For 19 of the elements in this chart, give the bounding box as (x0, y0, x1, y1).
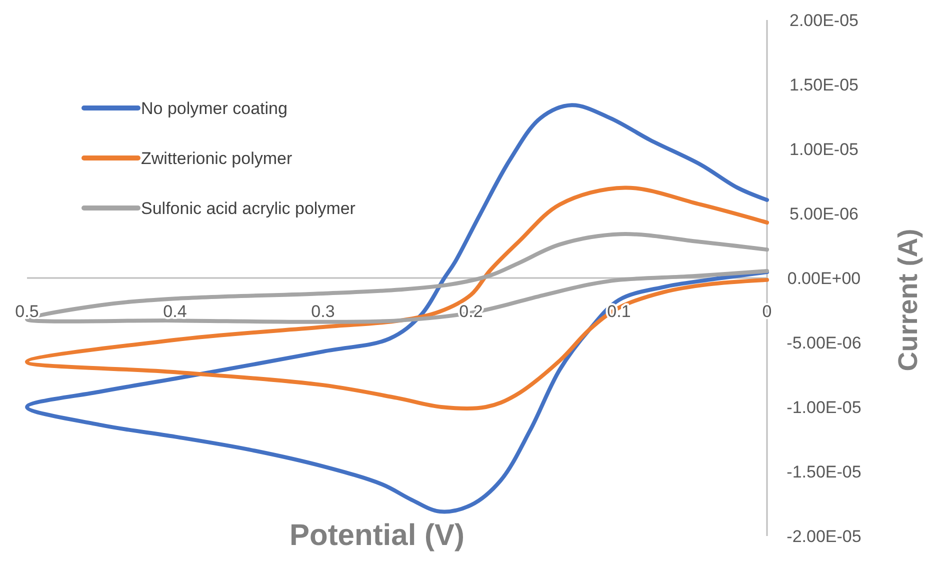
legend-label: No polymer coating (141, 99, 288, 118)
x-tick-label: 0.5 (15, 302, 39, 321)
y-axis-title: Current (A) (893, 228, 923, 372)
x-axis-title: Potential (V) (289, 519, 465, 552)
y-tick-label: 2.00E-05 (790, 11, 858, 30)
x-tick-label: 0.2 (459, 302, 483, 321)
y-tick-label: 1.00E-05 (790, 140, 858, 159)
y-tick-label: 5.00E-06 (790, 204, 858, 224)
x-tick-label: 0.4 (163, 302, 187, 321)
legend-label: Sulfonic acid acrylic polymer (141, 199, 356, 218)
y-tick-label: -5.00E-06 (786, 334, 862, 352)
y-tick-label: 1.50E-05 (790, 76, 858, 94)
x-tick-label: 0 (762, 302, 772, 321)
y-tick-label: -2.00E-05 (786, 527, 862, 546)
y-tick-label: -1.50E-05 (786, 462, 862, 482)
legend-label: Zwitterionic polymer (141, 149, 292, 168)
y-tick-label: 0.00E+00 (787, 269, 861, 288)
y-tick-label: -1.00E-05 (786, 398, 862, 417)
x-tick-label: 0.3 (311, 302, 335, 321)
